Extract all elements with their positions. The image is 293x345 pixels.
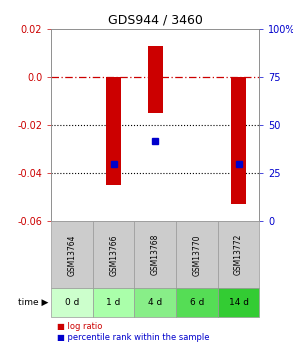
Text: ■ log ratio: ■ log ratio — [57, 322, 103, 331]
Text: GSM13768: GSM13768 — [151, 234, 160, 275]
Text: time ▶: time ▶ — [18, 298, 48, 307]
Title: GDS944 / 3460: GDS944 / 3460 — [108, 14, 203, 27]
Text: GSM13764: GSM13764 — [68, 234, 76, 276]
Text: 0 d: 0 d — [65, 298, 79, 307]
Text: 14 d: 14 d — [229, 298, 248, 307]
Text: 6 d: 6 d — [190, 298, 204, 307]
Bar — [148, 46, 163, 113]
Text: GSM13770: GSM13770 — [193, 234, 201, 276]
Text: 1 d: 1 d — [106, 298, 121, 307]
Text: GSM13772: GSM13772 — [234, 234, 243, 275]
Bar — [106, 77, 121, 185]
Text: ■ percentile rank within the sample: ■ percentile rank within the sample — [57, 333, 209, 342]
Text: GSM13766: GSM13766 — [109, 234, 118, 276]
Text: 4 d: 4 d — [148, 298, 162, 307]
Bar — [231, 77, 246, 204]
